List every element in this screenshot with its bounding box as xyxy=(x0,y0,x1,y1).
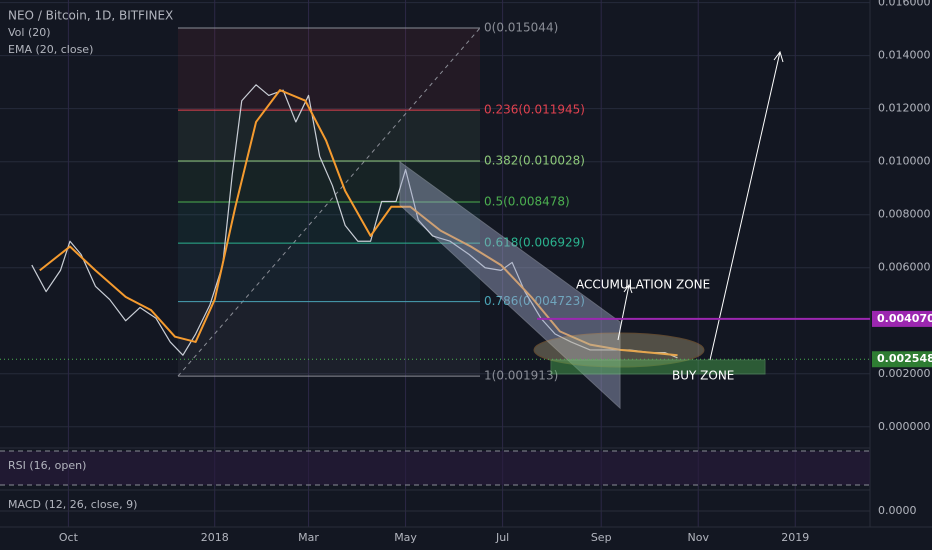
x-tick-label: Sep xyxy=(591,531,612,544)
y-tick-label: 0.002000 xyxy=(878,367,931,380)
y-tick-label: 0.008000 xyxy=(878,208,931,221)
x-tick-label: Nov xyxy=(687,531,709,544)
fib-band xyxy=(178,243,480,302)
price-badge-label: 0.004070 xyxy=(877,312,932,325)
annotation: BUY ZONE xyxy=(672,369,734,383)
macd-label: MACD (12, 26, close, 9) xyxy=(8,498,137,511)
macd-tick: 0.0000 xyxy=(878,504,917,517)
arrow-head xyxy=(773,50,784,63)
fib-label: 1(0.001913) xyxy=(484,369,558,383)
fib-label: 0.236(0.011945) xyxy=(484,103,585,117)
x-tick-label: 2018 xyxy=(201,531,229,544)
x-tick-label: Jul xyxy=(495,531,509,544)
series-line xyxy=(31,84,678,359)
price-badge xyxy=(872,351,932,368)
price-badge-label: 0.002548 xyxy=(877,352,932,365)
y-tick-label: 0.016000 xyxy=(878,0,931,9)
price-badge xyxy=(872,310,932,327)
y-tick-label: 0.006000 xyxy=(878,261,931,274)
fib-label: 0.382(0.010028) xyxy=(484,153,585,167)
chart-title: NEO / Bitcoin, 1D, BITFINEX xyxy=(8,9,173,23)
x-tick-label: May xyxy=(394,531,417,544)
fib-label: 0(0.015044) xyxy=(484,20,558,34)
y-tick-label: 0.010000 xyxy=(878,155,931,168)
x-tick-label: Oct xyxy=(59,531,79,544)
arrow-head xyxy=(623,283,633,294)
arrow xyxy=(709,51,781,361)
annotation: ACCUMULATION ZONE xyxy=(576,278,710,292)
rsi-band xyxy=(0,451,870,485)
x-tick-label: 2019 xyxy=(781,531,809,544)
indicator-label: EMA (20, close) xyxy=(8,43,93,56)
fib-trend xyxy=(177,27,481,377)
arrow xyxy=(617,284,630,341)
y-tick-label: 0.014000 xyxy=(878,49,931,62)
series-line xyxy=(39,89,678,357)
fib-label: 0.5(0.008478) xyxy=(484,195,570,209)
indicator-label: Vol (20) xyxy=(8,26,51,39)
y-tick-label: 0.000000 xyxy=(878,420,931,433)
fib-band xyxy=(178,301,480,377)
price-badges: 0.004070 0.002548 xyxy=(0,310,932,368)
rsi-label: RSI (16, open) xyxy=(8,459,86,472)
buy-zone-rect xyxy=(550,359,766,375)
plot-overlay: 0.000000 0.002000 0.006000 0.008000 0.010000… xyxy=(31,0,931,544)
x-tick-label: Mar xyxy=(298,531,319,544)
fib-band xyxy=(178,160,480,203)
descending-channel xyxy=(399,161,621,410)
fib-band xyxy=(178,110,480,161)
fib-band xyxy=(178,27,480,111)
fib-label: 0.618(0.006929) xyxy=(484,236,585,250)
y-tick-label: 0.012000 xyxy=(878,102,931,115)
